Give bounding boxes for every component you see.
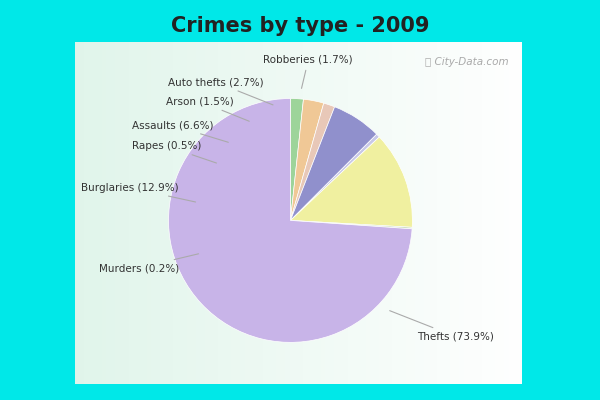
Text: Arson (1.5%): Arson (1.5%)	[166, 96, 249, 121]
Wedge shape	[290, 134, 379, 220]
Text: Rapes (0.5%): Rapes (0.5%)	[132, 141, 217, 163]
Text: Robberies (1.7%): Robberies (1.7%)	[263, 55, 353, 88]
Text: Thefts (73.9%): Thefts (73.9%)	[390, 311, 494, 342]
Text: Murders (0.2%): Murders (0.2%)	[98, 254, 199, 273]
Text: Assaults (6.6%): Assaults (6.6%)	[131, 120, 229, 142]
Text: Crimes by type - 2009: Crimes by type - 2009	[171, 16, 429, 36]
Text: Burglaries (12.9%): Burglaries (12.9%)	[82, 183, 196, 202]
Wedge shape	[290, 98, 304, 220]
Wedge shape	[169, 98, 412, 342]
Text: Auto thefts (2.7%): Auto thefts (2.7%)	[168, 77, 273, 105]
Wedge shape	[290, 107, 377, 220]
Text: ⓘ City-Data.com: ⓘ City-Data.com	[425, 57, 509, 67]
Wedge shape	[290, 99, 324, 220]
Wedge shape	[290, 137, 412, 227]
Wedge shape	[290, 103, 335, 220]
Wedge shape	[290, 220, 412, 229]
